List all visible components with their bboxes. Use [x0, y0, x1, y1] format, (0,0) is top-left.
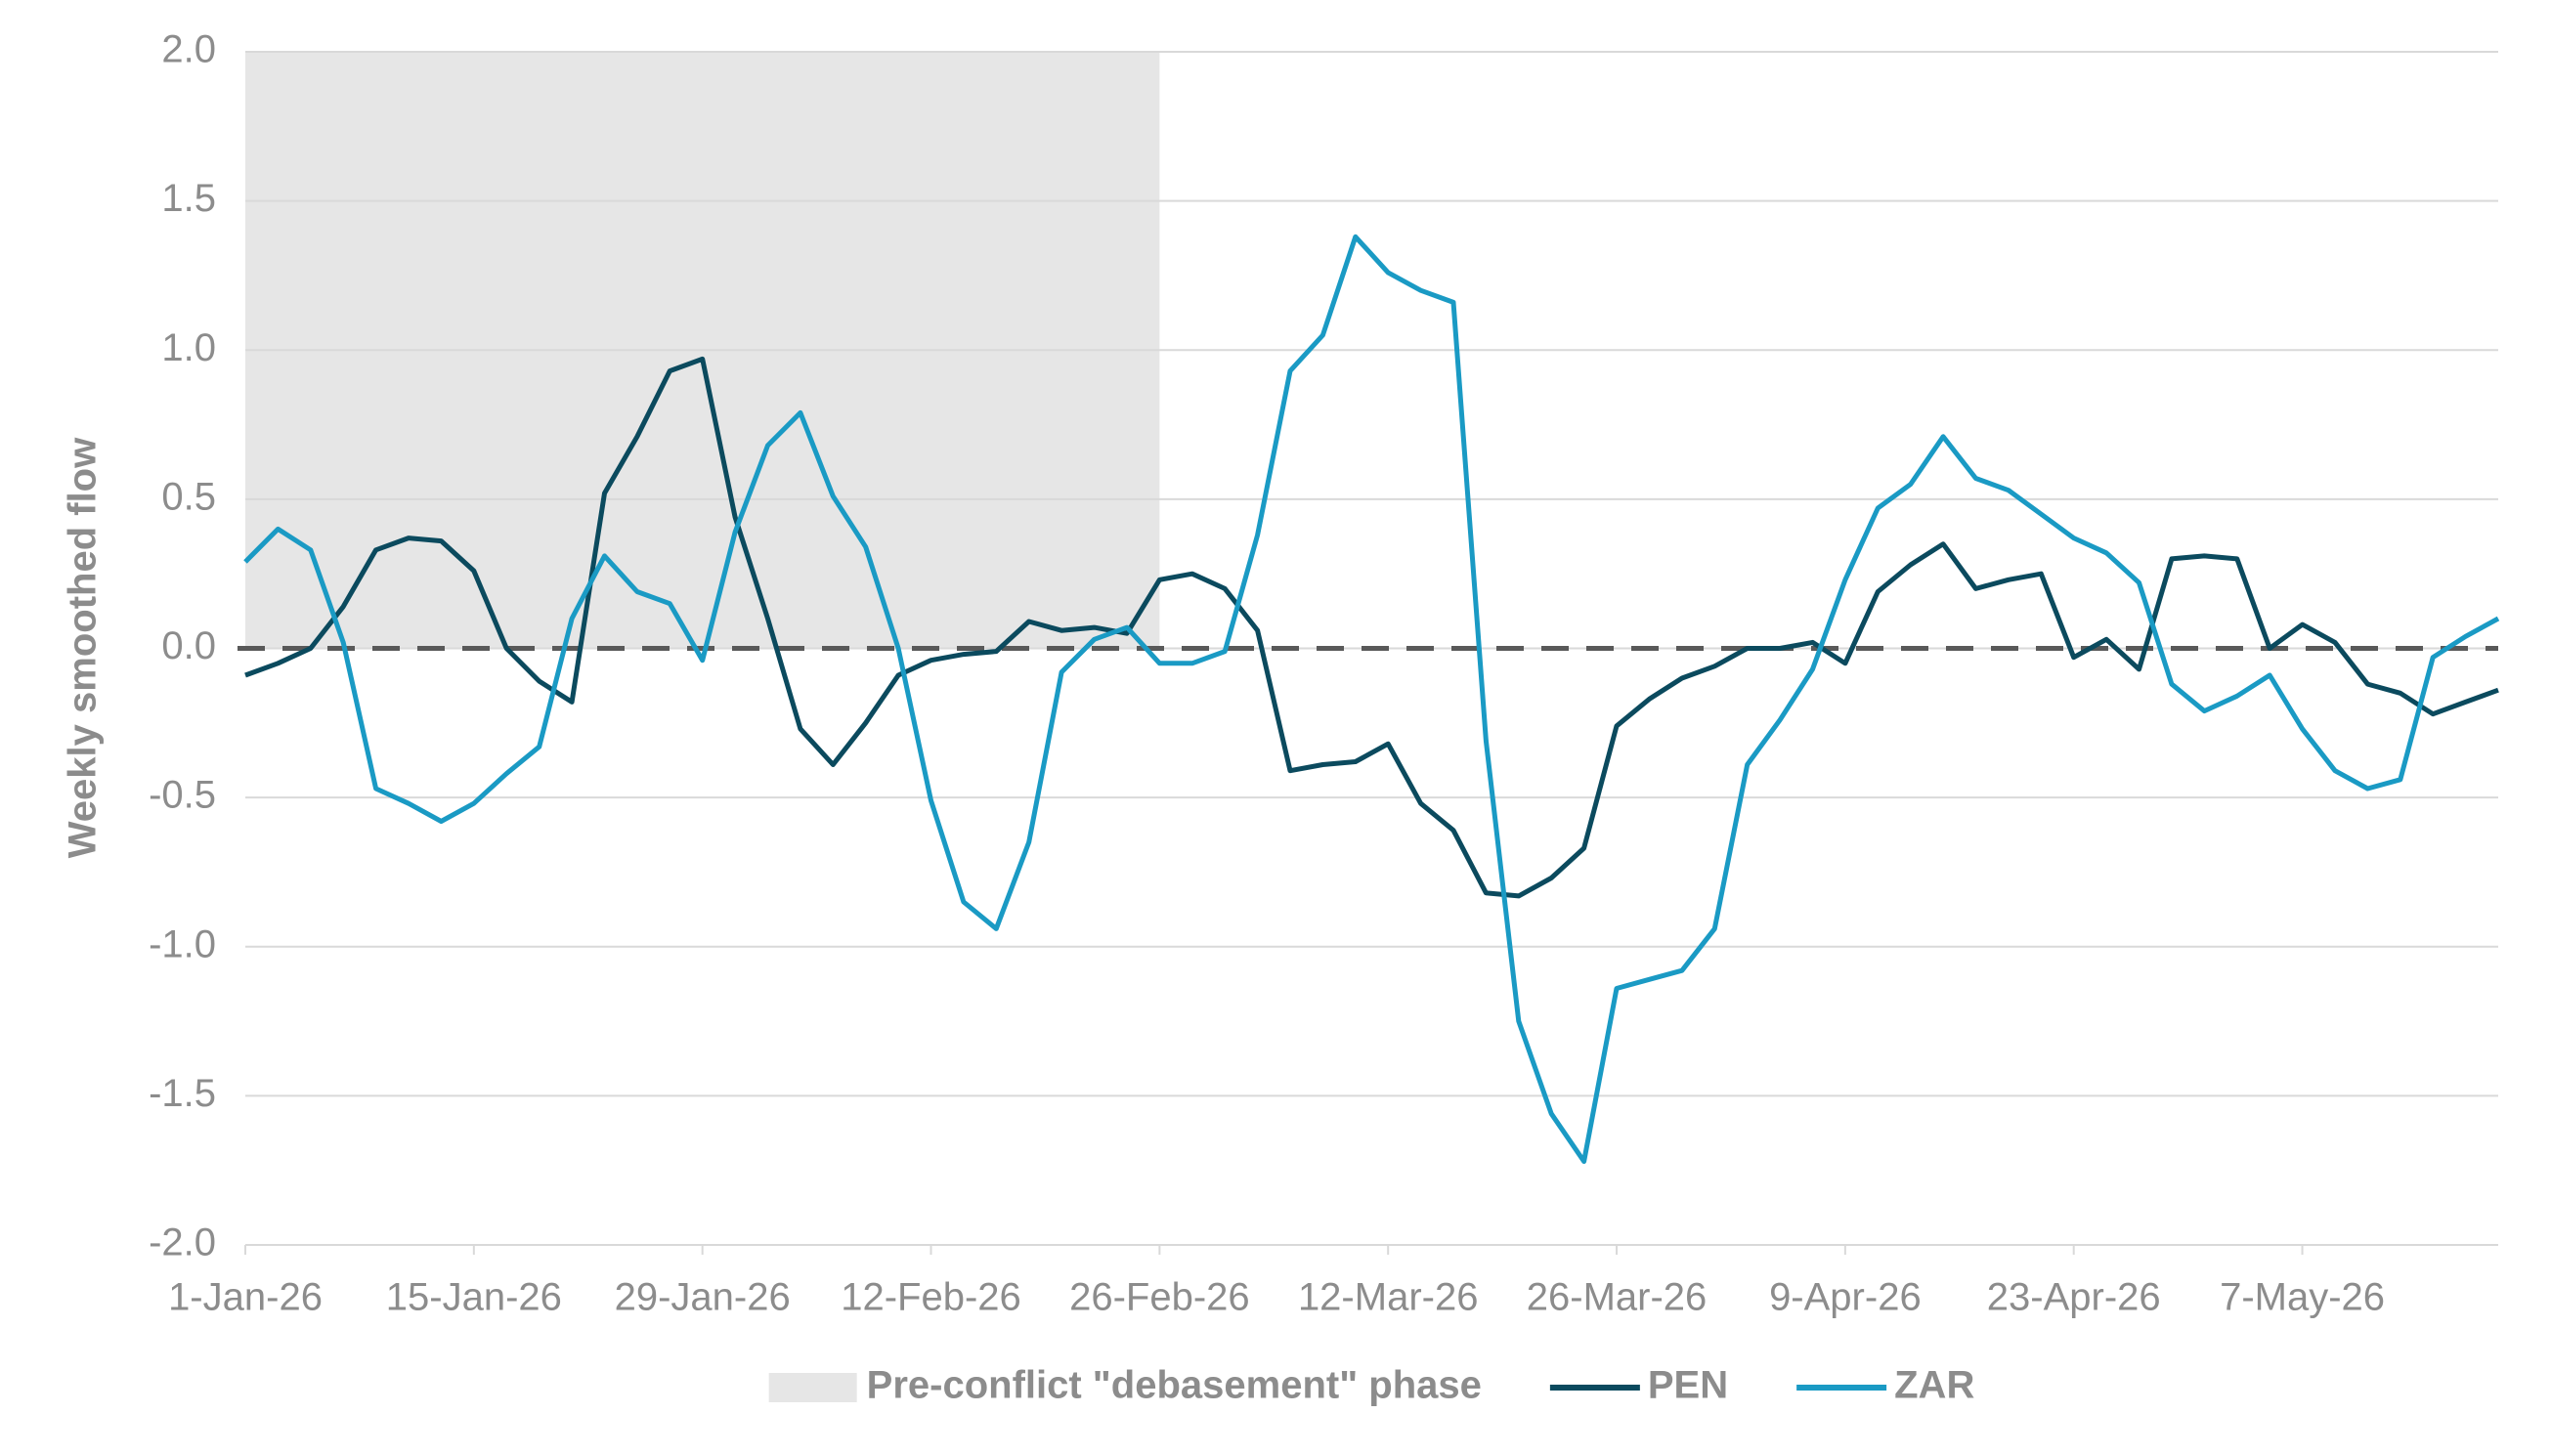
x-tick-label: 12-Feb-26 — [841, 1276, 1021, 1319]
legend-label: PEN — [1648, 1364, 1728, 1407]
legend-label: Pre-conflict "debasement" phase — [867, 1364, 1482, 1407]
y-axis-label: Weekly smoothed flow — [62, 437, 105, 858]
y-tick-label: 0.5 — [161, 475, 216, 518]
y-tick-label: -1.5 — [149, 1072, 216, 1115]
legend-swatch — [768, 1373, 857, 1402]
x-tick-label: 29-Jan-26 — [615, 1276, 791, 1319]
legend-label: ZAR — [1894, 1364, 1974, 1407]
x-tick-label: 9-Apr-26 — [1769, 1276, 1922, 1319]
x-tick-label: 1-Jan-26 — [168, 1276, 323, 1319]
y-tick-label: 2.0 — [161, 28, 216, 71]
y-tick-label: 1.0 — [161, 326, 216, 369]
y-tick-label: -0.5 — [149, 774, 216, 817]
x-tick-label: 26-Mar-26 — [1527, 1276, 1708, 1319]
x-tick-label: 12-Mar-26 — [1298, 1276, 1479, 1319]
y-tick-label: 1.5 — [161, 177, 216, 220]
legend: Pre-conflict "debasement" phase PEN ZAR — [768, 1364, 1974, 1407]
x-tick-label: 26-Feb-26 — [1069, 1276, 1250, 1319]
x-tick-label: 23-Apr-26 — [1987, 1276, 2161, 1319]
series-line — [243, 234, 2500, 1164]
x-tick-label: 7-May-26 — [2220, 1276, 2385, 1319]
y-tick-label: -1.0 — [149, 922, 216, 965]
y-tick-label: 0.0 — [161, 624, 216, 667]
y-tick-label: -2.0 — [149, 1221, 216, 1264]
series-line — [244, 356, 2499, 899]
x-tick-label: 15-Jan-26 — [386, 1276, 562, 1319]
